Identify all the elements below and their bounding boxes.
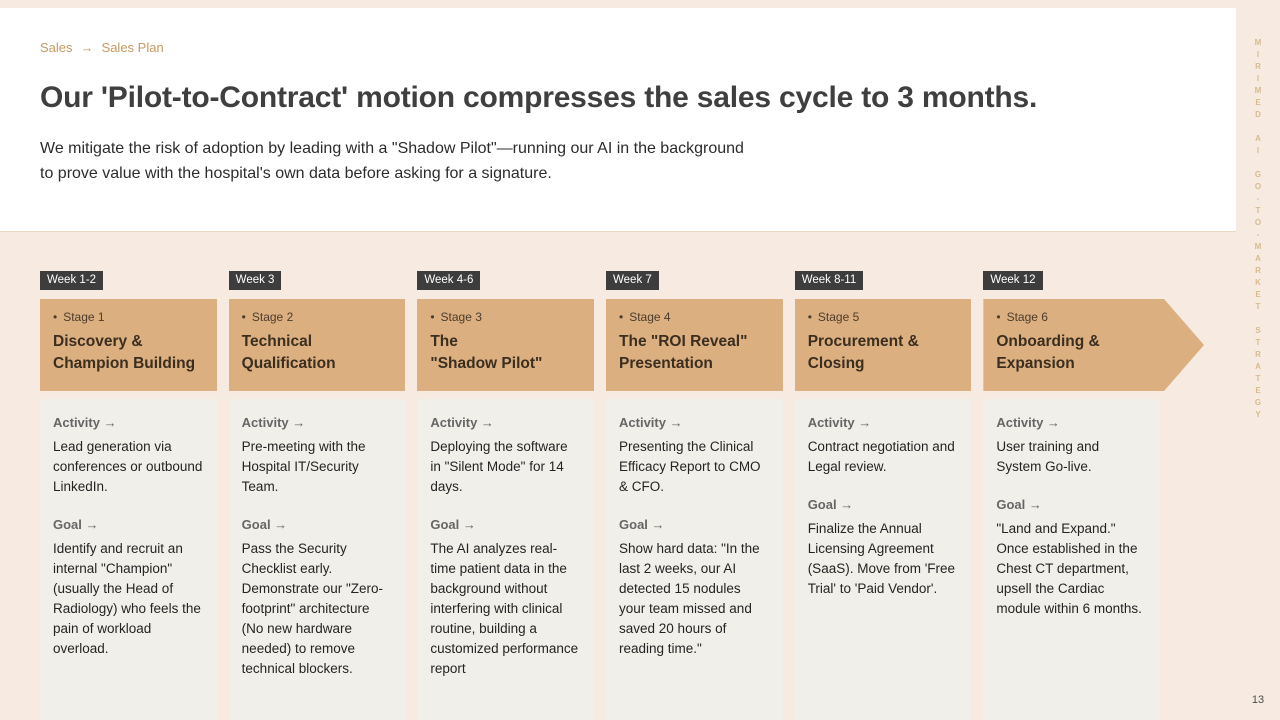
stage-title: The "Shadow Pilot" [430,333,543,373]
goal-label: Goal → [53,516,99,532]
goal-text: Show hard data: "In the last 2 weeks, ou… [619,540,760,656]
goal-text: The AI analyzes real-time patient data i… [430,540,579,676]
stage-label: Stage 6 [1006,310,1048,324]
week-badge: Week 1-2 [40,271,104,290]
stage-column-2: Week 3 • Stage 2 Technical Qualification… [228,271,406,720]
stage-card: Activity → Pre-meeting with the Hospital… [228,399,406,720]
stage-label: Stage 4 [629,310,671,324]
stage-label: Stage 2 [251,310,294,324]
page-number: 13 [1251,694,1265,706]
activity-text: Pre-meeting with the Hospital IT/Securit… [241,439,366,494]
stage-card: Activity → Lead generation via conferenc… [40,399,217,720]
vertical-strategy-label: MIRIMED AI GO-TO-MARKET STRATEGY [1253,38,1263,422]
stage-title: Procurement & Closing [807,333,919,373]
activity-text: Contract negotiation and Legal review. [807,439,955,474]
stage-card: Activity → User training and System Go-l… [983,399,1161,720]
stage-label: Stage 1 [63,310,105,324]
goal-label: Goal → [619,516,665,532]
stage-title: Onboarding & Expansion [996,333,1100,373]
goal-label: Goal → [807,496,854,512]
week-badge: Week 12 [983,271,1043,290]
stage-header: • Stage 5 Procurement & Closing [794,299,972,391]
activity-label: Activity → [619,415,683,430]
stage-column-5: Week 8-11 • Stage 5 Procurement & Closin… [794,271,972,720]
stage-header: • Stage 1 Discovery & Champion Building [40,299,217,391]
goal-text: Finalize the Annual Licensing Agreement … [807,520,956,596]
activity-label: Activity → [241,415,306,430]
stage-column-6: Week 12 • Stage 6 Onboarding & Expansion… [983,271,1160,720]
stage-header: • Stage 2 Technical Qualification [228,299,406,391]
goal-text: "Land and Expand." Once established in t… [996,520,1142,616]
week-badge: Week 7 [606,271,659,290]
sales-timeline: Week 1-2 • Stage 1 Discovery & Champion … [40,233,1160,720]
stage-bullet-icon: • [53,310,58,324]
activity-label: Activity → [53,415,117,430]
goal-text: Identify and recruit an internal "Champi… [53,540,201,656]
stage-title: Discovery & Champion Building [53,333,196,373]
stage-title: Technical Qualification [241,333,336,373]
goal-text: Pass the Security Checklist early. Demon… [241,540,384,676]
stage-label: Stage 5 [817,310,860,324]
stage-card: Activity → Contract negotiation and Lega… [794,399,972,720]
stage-bullet-icon: • [241,310,246,324]
activity-label: Activity → [996,415,1060,430]
stage-header: • Stage 4 The "ROI Reveal" Presentation [606,299,783,391]
stage-column-1: Week 1-2 • Stage 1 Discovery & Champion … [40,271,217,720]
week-badge: Week 8-11 [794,271,864,290]
right-rail: MIRIMED AI GO-TO-MARKET STRATEGY 13 [1236,0,1280,720]
stage-column-3: Week 4-6 • Stage 3 The "Shadow Pilot" Ac… [417,271,595,720]
breadcrumb-section[interactable]: Sales [40,40,73,55]
breadcrumb-separator-icon: → [80,40,94,55]
week-badge: Week 3 [228,271,282,290]
stage-title: The "ROI Reveal" Presentation [619,333,748,373]
goal-label: Goal → [430,516,476,532]
stage-column-4: Week 7 • Stage 4 The "ROI Reveal" Presen… [606,271,783,720]
breadcrumb-page[interactable]: Sales Plan [101,40,164,55]
stage-card: Activity → Deploying the software in "Si… [417,399,595,720]
breadcrumb: Sales → Sales Plan [40,40,1196,55]
week-badge: Week 4-6 [417,271,481,290]
activity-label: Activity → [430,415,494,430]
goal-label: Goal → [996,496,1042,512]
page-title: Our 'Pilot-to-Contract' motion compresse… [40,81,1038,114]
activity-text: Lead generation via conferences or outbo… [53,439,203,494]
activity-text: User training and System Go-live. [996,439,1100,474]
stage-label: Stage 3 [440,310,482,324]
stage-bullet-icon: • [996,310,1001,324]
stage-bullet-icon: • [619,310,624,324]
activity-label: Activity → [807,415,872,430]
activity-text: Presenting the Clinical Efficacy Report … [619,439,761,494]
activity-text: Deploying the software in "Silent Mode" … [430,439,568,494]
goal-label: Goal → [241,516,288,532]
page-subtitle: We mitigate the risk of adoption by lead… [40,140,744,182]
stage-header: • Stage 3 The "Shadow Pilot" [417,299,595,391]
hero-section: Sales → Sales Plan Our 'Pilot-to-Contrac… [0,8,1236,232]
stage-bullet-icon: • [807,310,812,324]
stage-bullet-icon: • [430,310,435,324]
stage-header-arrow: • Stage 6 Onboarding & Expansion [983,299,1204,391]
stage-card: Activity → Presenting the Clinical Effic… [606,399,783,720]
